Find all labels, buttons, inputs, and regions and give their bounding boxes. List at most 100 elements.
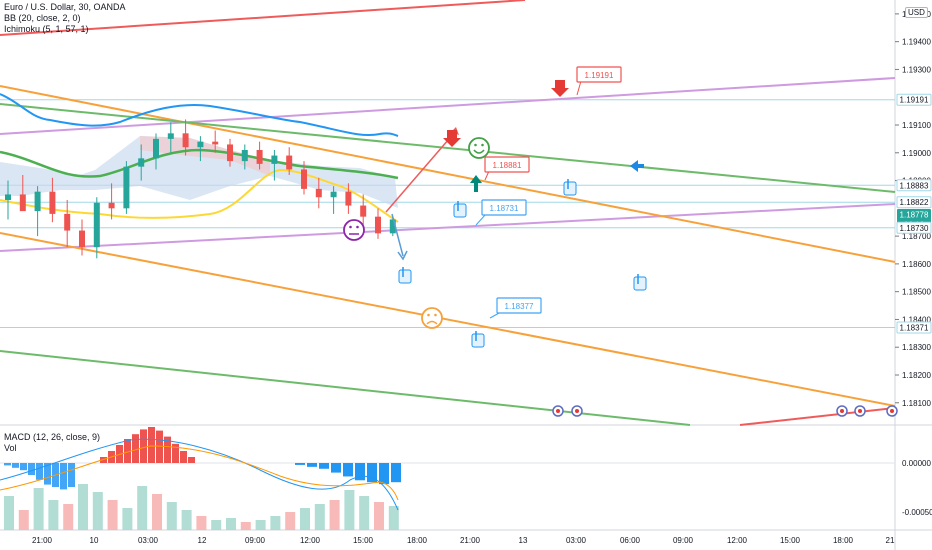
projection-blue-arrowhead	[397, 250, 408, 261]
macd-hist-down-2	[20, 463, 27, 471]
price-tick-label-4: 1.19000	[902, 149, 931, 158]
candle-body-7	[108, 202, 115, 209]
time-axis[interactable]: 21:00 10 03:00 12 09:00 12:00 15:00 18:00 21:00 1…	[32, 536, 895, 545]
price-pane[interactable]: 1.19191 1.18881 1.18731 1.18377	[0, 0, 898, 426]
price-tick-label-12: 1.18100	[902, 399, 931, 408]
annotation-label-1: 1.18881	[493, 161, 522, 170]
ichimoku-cloud	[0, 136, 398, 208]
macd-hist-up-4	[132, 434, 139, 463]
currency-badge[interactable]: USD	[905, 7, 928, 18]
economic-event-dot-1	[575, 409, 579, 413]
macd-hist-down-late-1	[307, 463, 317, 467]
time-tick-label-7: 18:00	[407, 536, 428, 545]
volume-bar-7	[107, 500, 118, 530]
volume-bar-20	[300, 508, 310, 530]
time-tick-label-10: 03:00	[566, 536, 587, 545]
macd-hist-down-late-2	[319, 463, 329, 469]
candle-body-14	[212, 141, 219, 145]
volume-bar-12	[181, 510, 192, 530]
time-tick-label-5: 12:00	[300, 536, 321, 545]
chart-legend[interactable]: Euro / U.S. Dollar, 30, OANDA BB (20, cl…	[4, 2, 126, 35]
candle-body-2	[34, 191, 41, 212]
macd-hist-up-7	[156, 430, 163, 463]
sad-face-icon-eye-right	[434, 313, 437, 317]
annotation-pointer-2	[475, 213, 487, 226]
volume-bar-19	[285, 512, 296, 530]
symbol-legend[interactable]: Euro / U.S. Dollar, 30, OANDA	[4, 2, 126, 12]
time-tick-label-2: 03:00	[138, 536, 159, 545]
projection-red-line	[385, 131, 456, 213]
time-tick-label-9: 13	[519, 536, 528, 545]
annotation-label-3: 1.18377	[505, 302, 534, 311]
price-axis[interactable]: 1.195001.194001.193001.191001.190001.189…	[895, 10, 932, 408]
arrow-up-teal	[470, 175, 482, 192]
price-level-tag-label-5: 1.18730	[900, 224, 929, 233]
volume-bar-26	[388, 506, 399, 530]
price-level-tag-label-6: 1.18371	[900, 324, 929, 333]
volume-bar-14	[211, 520, 222, 530]
candle-body-22	[330, 191, 337, 198]
candle-body-15	[227, 144, 233, 162]
macd-hist-down-0	[4, 463, 11, 466]
annotation-box-0	[576, 66, 622, 83]
happy-face-icon	[468, 137, 490, 159]
macd-hist-down-late-8	[391, 463, 401, 483]
candle-body-16	[241, 150, 248, 162]
macd-pane[interactable]	[0, 427, 895, 530]
candle-body-9	[138, 158, 145, 167]
macd-legend-block[interactable]: MACD (12, 26, close, 9) Vol	[4, 432, 100, 454]
time-tick-label-11: 06:00	[620, 536, 641, 545]
annotation-box-1	[484, 156, 530, 173]
volume-bar-21	[314, 504, 325, 530]
time-tick-label-1: 10	[90, 536, 99, 545]
annotation-box-3	[496, 297, 542, 314]
happy-face-icon-eye-left	[474, 143, 477, 147]
ichimoku-legend[interactable]: Ichimoku (5, 1, 57, 1)	[4, 24, 89, 34]
macd-hist-up-5	[140, 429, 147, 463]
macd-hist-down-late-4	[343, 463, 353, 477]
macd-axis: 0.00000 -0.00050	[902, 459, 932, 517]
candle-body-18	[271, 155, 278, 164]
candle-body-17	[256, 150, 263, 164]
candle-body-26	[389, 219, 396, 234]
macd-hist-down-late-6	[367, 463, 377, 483]
macd-hist-down-7	[60, 463, 67, 490]
neutral-face-icon-eye-left	[349, 225, 352, 229]
time-tick-label-15: 18:00	[833, 536, 854, 545]
green-trendline-lower	[0, 350, 691, 426]
volume-bar-2	[33, 488, 44, 530]
candle-body-21	[315, 188, 322, 198]
annotation-label-0: 1.19191	[585, 71, 614, 80]
time-tick-label-0: 21:00	[32, 536, 53, 545]
time-tick-label-16: 21	[886, 536, 895, 545]
red-trendline-bottom	[739, 407, 896, 426]
macd-hist-down-late-5	[355, 463, 365, 481]
volume-bar-24	[359, 496, 370, 530]
price-level-tag-label-0: 1.19191	[900, 96, 929, 105]
macd-hist-down-late-0	[295, 463, 305, 465]
volume-bar-18	[270, 516, 281, 530]
neutral-face-icon	[343, 219, 365, 241]
macd-legend[interactable]: MACD (12, 26, close, 9)	[4, 432, 101, 442]
volume-bar-6	[92, 492, 103, 530]
happy-face-icon-mouth	[473, 149, 485, 154]
macd-tick-label-0: 0.00000	[902, 459, 931, 468]
volume-bar-10	[152, 494, 162, 530]
green-trendline-upper	[0, 103, 896, 193]
sad-face-icon	[421, 307, 443, 329]
bb-legend[interactable]: BB (20, close, 2, 0)	[4, 13, 81, 23]
purple-trendline-upper	[0, 77, 896, 135]
pointer-hand-icon-4	[471, 333, 485, 348]
volume-bar-23	[344, 490, 355, 530]
economic-event-dot-2	[840, 409, 844, 413]
vol-legend[interactable]: Vol	[4, 443, 17, 453]
candle-body-12	[182, 133, 189, 148]
pointer-hand-icon-3	[633, 276, 647, 291]
macd-hist-up-0	[100, 457, 107, 463]
macd-tick-label-1: -0.00050	[902, 508, 932, 517]
price-level-tag-3	[897, 208, 931, 220]
macd-signal-line	[0, 445, 399, 501]
pointer-hand-icon-2	[563, 181, 577, 196]
macd-hist-down-1	[12, 463, 19, 468]
